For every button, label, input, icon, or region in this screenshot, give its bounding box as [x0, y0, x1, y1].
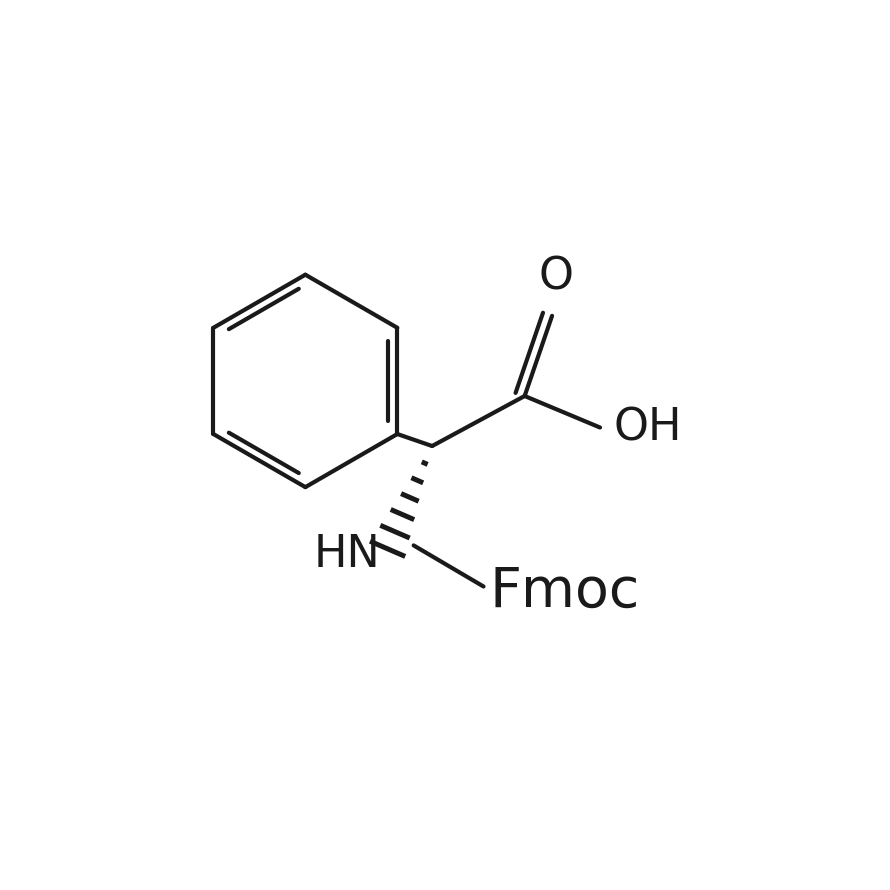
Text: OH: OH — [614, 406, 683, 449]
Text: O: O — [538, 255, 574, 299]
Text: HN: HN — [314, 533, 381, 576]
Text: Fmoc: Fmoc — [489, 565, 639, 619]
